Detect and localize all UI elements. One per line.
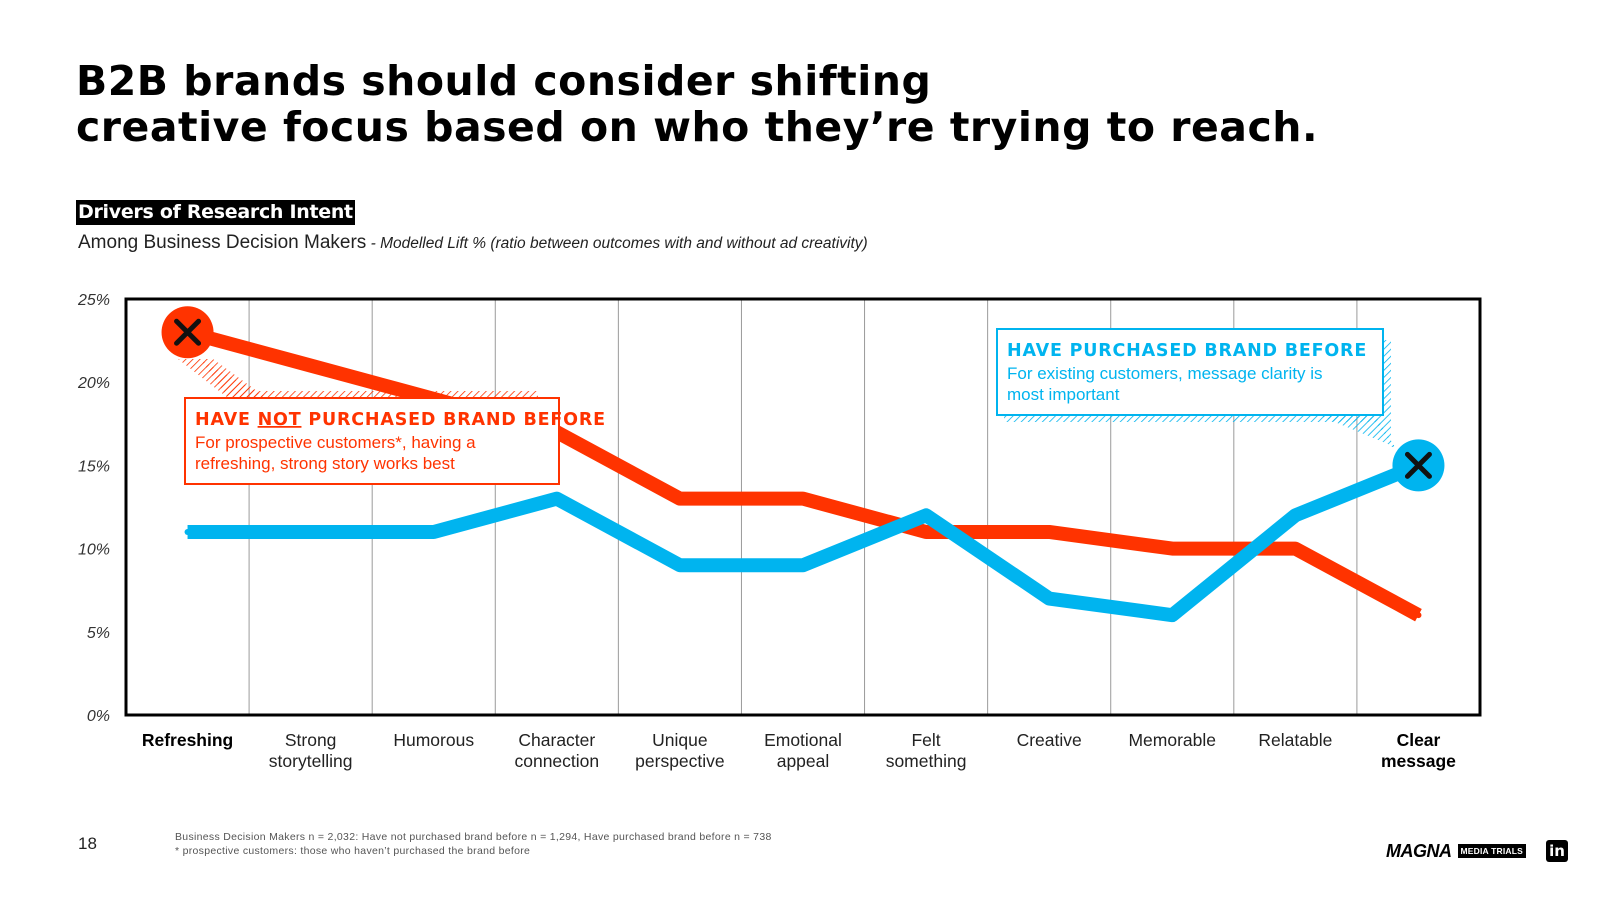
x-category-label-line: Clear <box>1397 730 1441 750</box>
x-category-label: Memorable <box>1128 730 1216 750</box>
linkedin-icon: in <box>1546 840 1569 862</box>
x-category-label: Emotional appeal <box>764 730 842 771</box>
data-point <box>1169 612 1176 619</box>
data-point <box>184 528 191 535</box>
annotation-heading-part: NOT <box>258 410 302 430</box>
x-category-label-line: perspective <box>635 751 725 771</box>
annotation-pointer <box>1318 415 1395 447</box>
x-category-label-line: storytelling <box>269 751 353 771</box>
data-point <box>923 512 930 519</box>
x-category-label: Character connection <box>514 730 599 771</box>
x-category-label-line: connection <box>514 751 599 771</box>
annotation-box <box>996 328 1384 416</box>
data-point <box>800 495 806 502</box>
series-marker-1 <box>1392 439 1445 492</box>
data-point <box>800 562 806 569</box>
subtitle-text: Among Business Decision Makers <box>78 232 367 253</box>
series-marker-0 <box>161 306 214 359</box>
x-category-label-line: Character <box>518 730 595 750</box>
x-category-label: Creative <box>1017 730 1082 750</box>
data-point <box>676 495 683 502</box>
media-trials-logo: MEDIA TRIALS <box>1457 844 1527 858</box>
x-category-label-line: appeal <box>777 751 830 771</box>
data-point <box>553 495 560 502</box>
annotation-hatch <box>178 359 538 398</box>
data-point <box>676 562 683 569</box>
y-tick-label: 10% <box>78 542 110 559</box>
annotation-heading-part: HAVE PURCHASED BRAND BEFORE <box>1007 341 1367 361</box>
annotation-body-line: refreshing, strong story works best <box>195 454 455 473</box>
x-category-label-line: message <box>1381 751 1456 771</box>
annotation-heading-part: PURCHASED BRAND BEFORE <box>301 410 605 430</box>
x-category-label: Refreshing <box>142 730 233 750</box>
x-category-label: Felt something <box>886 730 967 771</box>
data-point <box>307 528 314 535</box>
x-category-label: Unique perspective <box>635 730 725 771</box>
annotation-body-line: For existing customers, message clarity … <box>1007 364 1323 383</box>
footnote-sample: Business Decision Makers n = 2,032: Have… <box>175 831 772 843</box>
data-point <box>430 528 437 535</box>
annotation-body-line: most important <box>1007 385 1120 404</box>
data-point <box>1292 545 1299 552</box>
chart-subtitle: Among Business Decision Makers - Modelle… <box>78 232 868 254</box>
magna-logo: MAGNA <box>1386 840 1452 861</box>
y-tick-label: 0% <box>87 708 110 725</box>
x-category-label: Clear message <box>1381 730 1456 771</box>
x-category-label-line: something <box>886 751 967 771</box>
data-point <box>1046 595 1053 602</box>
annotation-1: HAVE PURCHASED BRAND BEFORE For existing … <box>996 328 1395 447</box>
x-category-label-line: Strong <box>285 730 337 750</box>
annotation-heading: HAVE NOT PURCHASED BRAND BEFORE <box>195 410 606 430</box>
annotation-body-line: For prospective customers*, having a <box>195 433 476 452</box>
close-icon <box>1404 451 1432 479</box>
y-tick-label: 20% <box>77 375 110 392</box>
x-category-label: Relatable <box>1258 730 1332 750</box>
data-point <box>1292 512 1299 519</box>
close-icon <box>174 318 202 346</box>
data-point <box>923 528 930 535</box>
footnote-definition: * prospective customers: those who haven… <box>175 845 531 857</box>
plot-frame <box>124 297 1482 717</box>
y-tick-label: 15% <box>78 458 110 475</box>
x-category-label: Humorous <box>393 730 474 750</box>
title-line-1: B2B brands should consider shifting <box>76 57 932 105</box>
x-category-label-line: Relatable <box>1258 730 1332 750</box>
footnotes: Business Decision Makers n = 2,032: Have… <box>175 830 772 858</box>
data-point <box>1046 528 1053 535</box>
data-point <box>1169 545 1176 552</box>
x-category-label-line: Refreshing <box>142 730 233 750</box>
annotation-0: HAVE NOT PURCHASED BRAND BEFORE For prosp… <box>178 359 606 485</box>
annotation-pointer <box>201 360 268 398</box>
x-category-label: Strong storytelling <box>269 730 353 771</box>
x-category-label-line: Humorous <box>393 730 474 750</box>
data-point <box>307 362 314 369</box>
logo-bar: MAGNA MEDIA TRIALS in <box>1386 836 1569 866</box>
y-tick-label: 5% <box>87 625 110 642</box>
annotation-hatch <box>1004 340 1395 447</box>
x-category-label-line: Memorable <box>1128 730 1216 750</box>
page-number: 18 <box>78 834 97 853</box>
annotation-box <box>184 397 560 485</box>
x-category-label-line: Felt <box>911 730 940 750</box>
y-tick-label: 25% <box>77 292 110 309</box>
title-line-2: creative focus based on who they’re tryi… <box>76 103 1319 151</box>
subtitle-note: - Modelled Lift % (ratio between outcome… <box>366 235 868 252</box>
x-category-label-line: Emotional <box>764 730 842 750</box>
drivers-label: Drivers of Research Intent <box>76 200 355 225</box>
annotation-heading: HAVE PURCHASED BRAND BEFORE <box>1007 341 1367 361</box>
page-title: B2B brands should consider shifting crea… <box>76 58 1318 150</box>
x-category-label-line: Unique <box>652 730 707 750</box>
data-point <box>1415 612 1422 619</box>
annotation-heading-part: HAVE <box>195 410 258 430</box>
x-category-label-line: Creative <box>1017 730 1082 750</box>
